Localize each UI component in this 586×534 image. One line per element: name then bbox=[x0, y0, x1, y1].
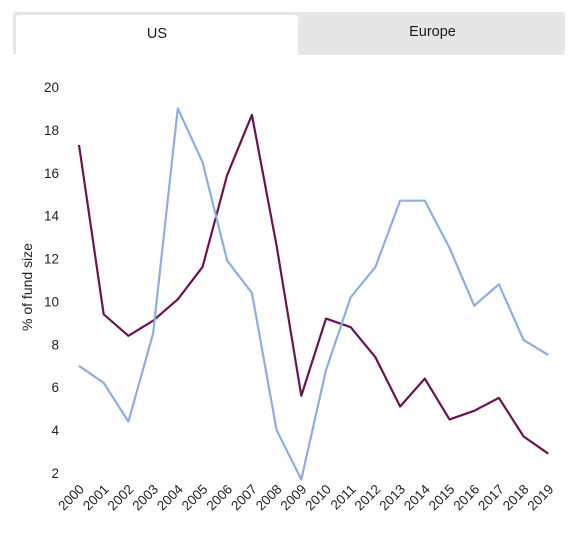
y-tick-label: 20 bbox=[44, 80, 59, 95]
x-tick-label: 2004 bbox=[154, 481, 186, 513]
y-tick-label: 10 bbox=[44, 294, 59, 309]
x-tick-label: 2014 bbox=[401, 481, 433, 513]
x-tick-label: 2019 bbox=[525, 482, 557, 514]
x-tick-label: 2002 bbox=[105, 482, 137, 514]
y-tick-label: 12 bbox=[44, 252, 59, 267]
x-axis-ticks: 2000200120022003200420052006200720082009… bbox=[55, 481, 556, 513]
x-tick-label: 2017 bbox=[475, 482, 507, 514]
x-tick-label: 2018 bbox=[500, 482, 532, 514]
y-tick-label: 8 bbox=[51, 337, 59, 352]
x-tick-label: 2003 bbox=[129, 482, 161, 514]
x-tick-label: 2001 bbox=[80, 482, 112, 514]
x-tick-label: 2000 bbox=[55, 482, 87, 514]
y-tick-label: 18 bbox=[44, 123, 59, 138]
series-line-0 bbox=[77, 113, 549, 455]
y-tick-label: 6 bbox=[51, 380, 59, 395]
series-line-1 bbox=[78, 107, 549, 481]
x-tick-label: 2009 bbox=[278, 482, 310, 514]
x-tick-label: 2016 bbox=[450, 482, 482, 514]
x-tick-label: 2005 bbox=[179, 482, 211, 514]
tab-us[interactable]: US bbox=[16, 15, 298, 55]
x-tick-label: 2015 bbox=[426, 482, 458, 514]
x-tick-label: 2008 bbox=[253, 482, 285, 514]
y-tick-label: 14 bbox=[44, 209, 60, 224]
tab-bar: US Europe bbox=[13, 12, 565, 55]
x-tick-label: 2011 bbox=[328, 482, 359, 513]
y-tick-label: 4 bbox=[51, 423, 59, 438]
y-axis-label: % of fund size bbox=[19, 243, 35, 331]
x-tick-label: 2006 bbox=[203, 482, 235, 514]
y-axis-ticks: 2 4 6 8 10 12 14 16 18 20 bbox=[44, 80, 60, 481]
y-tick-label: 16 bbox=[44, 166, 59, 181]
x-tick-label: 2010 bbox=[302, 482, 334, 514]
tab-europe[interactable]: Europe bbox=[409, 24, 456, 40]
x-tick-label: 2007 bbox=[228, 482, 260, 514]
y-tick-label: 2 bbox=[51, 466, 59, 481]
x-tick-label: 2013 bbox=[376, 482, 408, 514]
series-lines bbox=[77, 107, 549, 481]
x-tick-label: 2012 bbox=[352, 482, 384, 514]
